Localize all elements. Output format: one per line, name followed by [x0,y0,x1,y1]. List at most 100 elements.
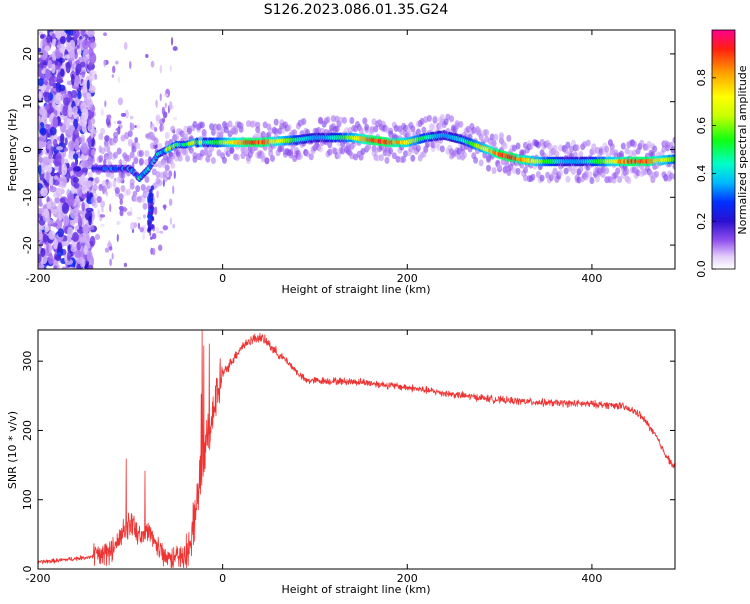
x-tick-label: 0 [219,272,226,285]
spectrogram-halo-cell [430,123,436,131]
spectrogram-halo-cell [598,148,604,156]
spectrogram-noise-cell [80,101,87,114]
spectrogram-noise-cell [74,249,82,259]
spectrogram-noise-cell [74,225,80,230]
spectrogram-noise-cell [44,103,50,111]
spectrogram-halo-cell [109,172,115,180]
spectrogram-noise-cell [172,223,176,229]
spectrogram-noise-cell [58,210,63,222]
spectrogram-halo-cell [273,118,279,126]
spectrogram-halo-cell [101,187,107,195]
spectrogram-halo-cell [530,173,536,181]
spectrogram-halo-cell [221,156,227,164]
spectrogram-noise-cell [162,204,167,209]
spectrogram-halo-cell [185,155,191,163]
spectrogram-halo-cell [565,175,571,183]
spectrogram-halo-cell [421,126,427,134]
spectrogram-noise-cell [117,97,124,106]
spectrogram-noise-cell [129,60,132,70]
spectrogram-panel: -200 0 200 400 -20 -10 0 10 20 Height of straig… [6,29,676,296]
snr-plot-frame [37,329,676,570]
spectrogram-noise-cell [65,61,71,74]
spectrogram-halo-cell [391,152,397,160]
spectrogram-noise-cell [68,49,75,59]
spectrogram-noise-cell [86,190,90,203]
spectrogram-noise-cell [78,215,82,227]
spectrogram-halo-cell [456,152,462,160]
spectrogram-halo-cell [229,147,235,155]
spectrogram-halo-cell [585,139,591,147]
spectrogram-noise-cell [101,206,104,213]
spectrogram-noise-cell [80,30,85,37]
spectrogram-noise-cell [169,217,173,225]
spectrogram-noise-cell [68,140,75,151]
spectrogram-noise-cell [74,76,80,88]
spectrogram-heatmap [38,30,675,269]
spectrogram-halo-cell [609,146,615,154]
spectrogram-noise-cell [130,221,135,231]
spectrogram-noise-cell [88,215,92,226]
spectrogram-halo-cell [563,147,569,155]
spectrogram-halo-cell [535,171,541,179]
spectrogram-noise-cell [168,198,173,206]
spectrogram-noise-cell [80,237,89,244]
spectrogram-x-axis-label: Height of straight line (km) [281,283,430,296]
spectrogram-noise-cell [43,208,50,219]
spectrogram-noise-cell [53,93,62,105]
spectrogram-halo-cell [493,133,499,141]
spectrogram-halo-cell [317,145,323,153]
x-tick-label: 200 [397,272,418,285]
spectrogram-halo-cell [522,166,528,174]
spectrogram-halo-cell [375,154,381,162]
spectrogram-halo-cell [439,113,445,121]
spectrogram-halo-cell [384,156,390,164]
spectrogram-noise-cell [129,121,132,131]
y-tick-label: 100 [21,489,34,510]
spectrogram-noise-cell [53,179,60,186]
spectrogram-noise-cell [43,79,48,86]
spectrogram-noise-cell [123,206,127,213]
spectrogram-halo-cell [138,150,144,158]
spectrogram-noise-cell [63,158,69,164]
spectrogram-noise-cell [61,153,65,165]
spectrogram-noise-cell [77,91,82,100]
spectrogram-noise-cell [134,124,137,129]
spectrogram-halo-cell [604,145,610,153]
spectrogram-noise-cell [155,99,158,109]
spectrogram-noise-cell [46,140,53,148]
spectrogram-halo-cell [103,139,109,147]
spectrogram-halo-cell [192,120,198,128]
spectrogram-halo-cell [286,124,292,132]
spectrogram-halo-cell [639,139,645,147]
spectrogram-halo-cell [162,153,168,161]
spectrogram-noise-cell [108,246,113,251]
spectrogram-halo-cell [456,147,462,155]
spectrogram-halo-cell [617,175,623,183]
spectrogram-halo-cell [113,131,119,139]
spectrogram-halo-cell [489,133,495,141]
spectrogram-halo-cell [209,123,215,131]
spectrogram-halo-cell [118,193,124,201]
spectrogram-halo-cell [672,162,675,170]
spectrogram-halo-cell [131,142,137,150]
spectrogram-halo-cell [663,174,669,182]
spectrogram-noise-cell [103,59,107,67]
spectrogram-noise-cell [73,166,81,172]
spectrogram-halo-cell [153,137,159,145]
spectrogram-noise-cell [64,137,68,146]
spectrogram-noise-cell [63,215,70,227]
spectrogram-noise-cell [47,253,54,265]
snr-y-ticks: 0 100 200 300 [21,351,675,573]
spectrogram-noise-cell [58,84,66,92]
spectrogram-noise-cell [83,47,89,56]
spectrogram-noise-cell [172,185,175,195]
spectrogram-noise-cell [56,146,63,151]
spectrogram-noise-cell [48,243,52,255]
spectrogram-halo-cell [565,141,571,149]
spectrogram-halo-cell [430,141,436,149]
figure-title: S126.2023.086.01.35.G24 [264,2,449,18]
spectrogram-halo-cell [521,149,527,157]
spectrogram-halo-cell [92,184,98,192]
spectrogram-halo-cell [101,179,107,187]
spectrogram-noise-cell [81,167,89,173]
